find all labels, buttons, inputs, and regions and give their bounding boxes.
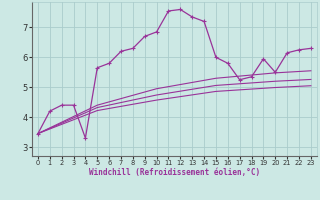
X-axis label: Windchill (Refroidissement éolien,°C): Windchill (Refroidissement éolien,°C) (89, 168, 260, 177)
